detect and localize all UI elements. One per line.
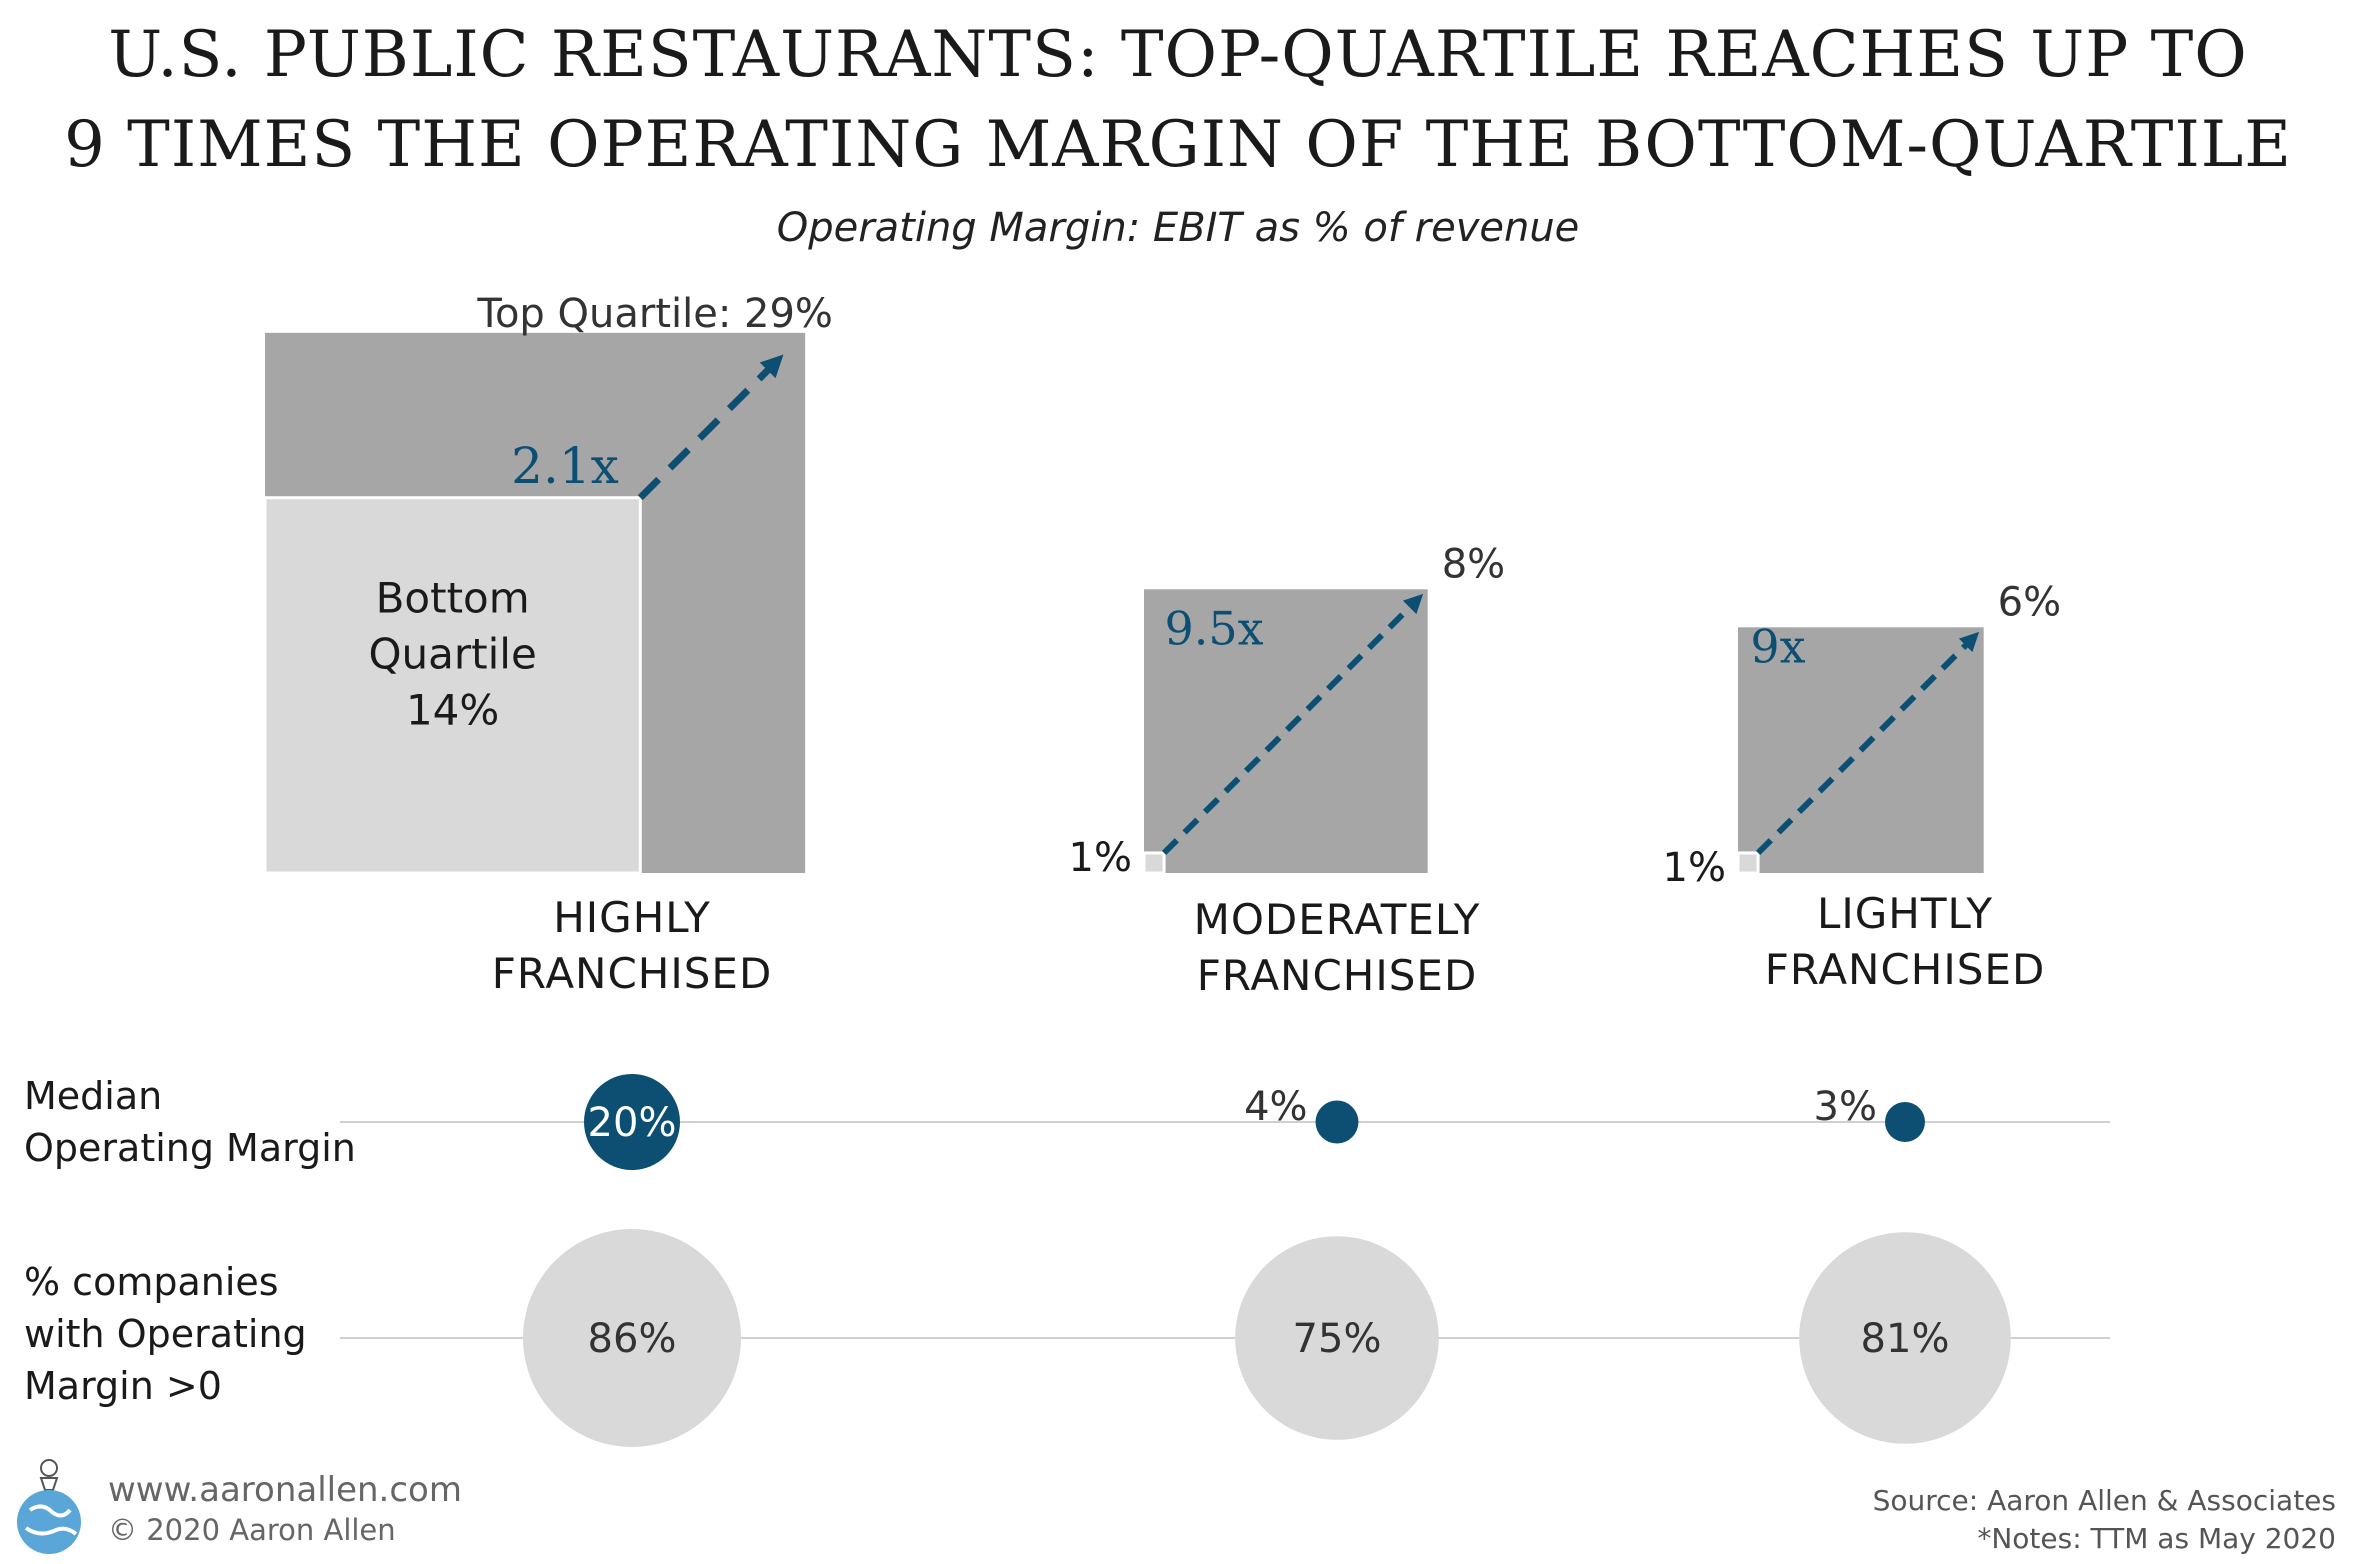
- row-label-positive-line-3: Margin >0: [24, 1364, 222, 1408]
- website-link[interactable]: www.aaronallen.com: [108, 1470, 462, 1510]
- bottom-quartile-label: 1%: [1663, 845, 1726, 891]
- positive-bubble: [1235, 1236, 1439, 1440]
- chart-subtitle: Operating Margin: EBIT as % of revenue: [776, 205, 1580, 251]
- median-bubble: [1885, 1102, 1925, 1142]
- top-quartile-label: Top Quartile: 29%: [476, 291, 833, 337]
- median-value-label: 20%: [588, 1100, 677, 1146]
- category-label-line: FRANCHISED: [492, 949, 773, 998]
- median-value-label: 4%: [1244, 1084, 1307, 1130]
- row-label-median: Median Operating Margin: [24, 1070, 356, 1174]
- median-value-label: 3%: [1814, 1084, 1877, 1130]
- title-line-2: 9 TIMES THE OPERATING MARGIN OF THE BOTT…: [64, 108, 2292, 182]
- notes-text: *Notes: TTM as May 2020: [1977, 1522, 2336, 1555]
- category-label-line: FRANCHISED: [1197, 951, 1478, 1000]
- growth-arrow: [1755, 631, 1980, 856]
- source-text: Source: Aaron Allen & Associates: [1872, 1484, 2336, 1517]
- top-quartile-label: 8%: [1442, 541, 1505, 587]
- positive-bubble: [1799, 1232, 2011, 1444]
- category-label-line: HIGHLY: [553, 893, 711, 942]
- bottom-quartile-square: [1736, 851, 1760, 875]
- top-quartile-label: 6%: [1998, 579, 2061, 625]
- bottom-quartile-square: [263, 496, 642, 875]
- category-label-line: MODERATELY: [1194, 895, 1481, 944]
- bottom-quartile-label-line: Quartile: [368, 630, 536, 679]
- footer-source: Source: Aaron Allen & Associates *Notes:…: [1873, 1482, 2336, 1558]
- positive-value-label: 75%: [1293, 1316, 1382, 1362]
- bottom-quartile-label: 1%: [1069, 835, 1132, 881]
- multiple-label: 9.5x: [1164, 601, 1263, 655]
- copyright-text: © 2020 Aaron Allen: [108, 1513, 396, 1547]
- bottom-quartile-label-line: 14%: [406, 686, 499, 735]
- positive-bubble: [523, 1229, 741, 1447]
- bottom-quartile-label-line: Bottom: [376, 574, 530, 623]
- bottom-quartile-square: [1142, 851, 1166, 875]
- growth-arrow: [1161, 593, 1424, 856]
- row-label-positive-line-1: % companies: [24, 1260, 279, 1304]
- row-label-positive-line-2: with Operating: [24, 1312, 307, 1356]
- row-label-median-line-1: Median: [24, 1074, 163, 1118]
- positive-value-label: 86%: [588, 1316, 677, 1362]
- globe-logo-icon: [12, 1450, 86, 1560]
- title-line-1: U.S. PUBLIC RESTAURANTS: TOP-QUARTILE RE…: [108, 18, 2248, 92]
- category-label-line: FRANCHISED: [1765, 945, 2046, 994]
- row-label-median-line-2: Operating Margin: [24, 1126, 356, 1170]
- chart-title: U.S. PUBLIC RESTAURANTS: TOP-QUARTILE RE…: [0, 10, 2356, 190]
- growth-arrow: [637, 354, 784, 501]
- positive-value-label: 81%: [1861, 1316, 1950, 1362]
- multiple-label: 9x: [1750, 619, 1805, 673]
- median-bubble: [584, 1074, 680, 1170]
- row-label-positive: % companies with Operating Margin >0: [24, 1256, 307, 1412]
- median-bubble: [1315, 1100, 1359, 1144]
- footer-website: www.aaronallen.com © 2020 Aaron Allen: [108, 1470, 462, 1550]
- multiple-label: 2.1x: [511, 437, 619, 495]
- category-label-line: LIGHTLY: [1817, 889, 1993, 938]
